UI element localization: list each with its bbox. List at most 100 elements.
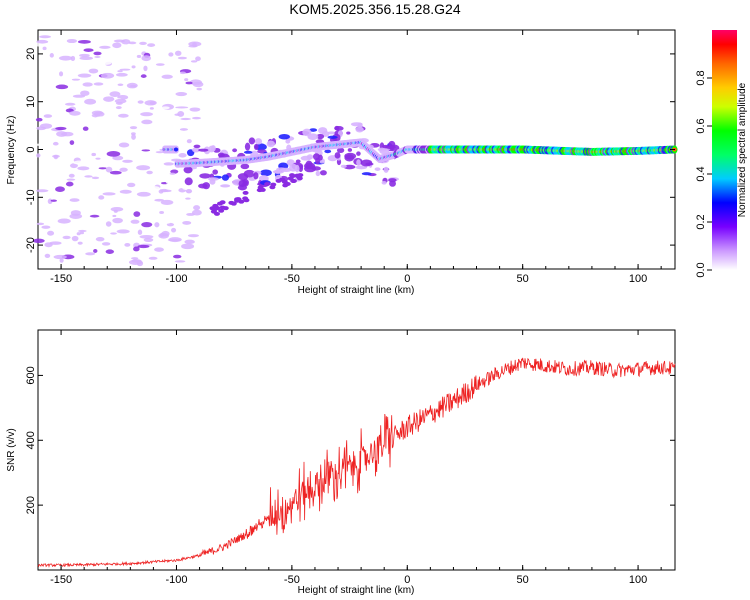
spectrogram-noise-blob bbox=[53, 254, 67, 260]
spectrogram-noise-blob bbox=[143, 65, 148, 72]
top-ytick-label: 20 bbox=[25, 48, 37, 60]
bottom-ytick-label: 200 bbox=[25, 496, 37, 514]
spectrogram-noise-blob bbox=[139, 41, 147, 45]
spectrogram-noise-blob bbox=[52, 141, 59, 146]
spectrogram-cloud-blob bbox=[304, 164, 317, 173]
spectrogram-noise-blob bbox=[141, 149, 151, 152]
spectrogram-noise-blob bbox=[193, 205, 201, 211]
spectrogram-noise-blob bbox=[95, 157, 101, 160]
spectrogram-noise-blob bbox=[129, 126, 138, 130]
spectrogram-noise-blob bbox=[77, 39, 91, 44]
spectrogram-noise-blob bbox=[185, 197, 191, 200]
spectrogram-noise-blob bbox=[36, 39, 49, 44]
spectrogram-noise-blob bbox=[79, 56, 94, 60]
spectrogram-noise-blob bbox=[159, 140, 172, 143]
spectrogram-cloud-blob bbox=[266, 140, 276, 148]
spectrogram-noise-blob bbox=[123, 104, 138, 107]
spectrogram-cloud-blob bbox=[309, 128, 318, 132]
spectrogram-noise-blob bbox=[164, 217, 172, 224]
spectrogram-noise-blob bbox=[79, 53, 90, 58]
spectrogram-noise-blob bbox=[141, 221, 153, 228]
bottom-ytick-label: 400 bbox=[25, 431, 37, 449]
spectrogram-noise-blob bbox=[148, 256, 158, 260]
spectrogram-noise-blob bbox=[185, 38, 194, 43]
spectrogram-noise-blob bbox=[39, 35, 52, 39]
spectrogram-cloud-blob bbox=[365, 162, 374, 166]
spectrogram-noise-blob bbox=[149, 107, 154, 110]
spectrogram-noise-blob bbox=[185, 81, 193, 85]
spectrogram-noise-blob bbox=[56, 131, 68, 137]
spectrogram-noise-blob bbox=[161, 106, 170, 110]
spectrogram-cloud-blob bbox=[295, 159, 301, 164]
spectrogram-noise-blob bbox=[110, 206, 124, 212]
spectrogram-cloud-blob bbox=[388, 178, 397, 183]
spectrogram-noise-blob bbox=[78, 229, 87, 233]
top-xlabel: Height of straight line (km) bbox=[298, 285, 415, 296]
spectrogram-cloud-blob bbox=[185, 188, 193, 194]
spectrogram-noise-blob bbox=[155, 151, 165, 154]
spectrogram-noise-blob bbox=[140, 74, 147, 78]
spectrogram-cloud-blob bbox=[278, 133, 291, 140]
spectrogram-noise-blob bbox=[144, 100, 157, 106]
spectrogram-noise-blob bbox=[188, 45, 198, 48]
spectrogram-noise-blob bbox=[55, 186, 65, 192]
spectrogram-noise-blob bbox=[154, 198, 165, 202]
spectrogram-cloud-blob bbox=[336, 147, 345, 154]
spectrogram-noise-blob bbox=[195, 56, 201, 62]
spectrogram-noise-blob bbox=[109, 170, 122, 175]
spectrogram-noise-blob bbox=[187, 234, 200, 238]
spectrogram-branch-blob bbox=[243, 198, 250, 203]
spectrogram-noise-blob bbox=[119, 189, 132, 194]
spectrogram-noise-blob bbox=[124, 242, 131, 247]
spectrogram-noise-blob bbox=[159, 82, 169, 86]
top-xtick-label: 100 bbox=[629, 273, 647, 285]
spectrogram-noise-blob bbox=[128, 41, 137, 45]
spectrogram-noise-blob bbox=[85, 252, 96, 256]
spectrogram-cloud-blob bbox=[318, 127, 328, 134]
spectrogram-noise-blob bbox=[64, 102, 76, 106]
spectrogram-branch-blob bbox=[212, 203, 219, 208]
spectrogram-noise-blob bbox=[72, 94, 86, 98]
spectrogram-noise-blob bbox=[159, 232, 165, 238]
spectrogram-cloud-blob bbox=[334, 126, 344, 131]
spectrogram-cloud-blob bbox=[346, 131, 351, 135]
bottom-xtick-label: -150 bbox=[50, 574, 72, 586]
spectrogram-noise-blob bbox=[166, 222, 175, 227]
spectrogram-noise-blob bbox=[192, 116, 201, 120]
snr-layer bbox=[37, 357, 676, 568]
spectrogram-noise-blob bbox=[59, 71, 64, 77]
spectrogram-noise-blob bbox=[149, 186, 161, 192]
colorbar-tick-label: 0.2 bbox=[695, 214, 707, 229]
spectrogram-cloud-blob bbox=[220, 184, 231, 188]
spectrogram-noise-blob bbox=[137, 100, 144, 104]
spectrogram-noise-blob bbox=[136, 191, 151, 197]
spectrogram-branch-blob bbox=[287, 176, 294, 181]
spectrogram-branch-blob bbox=[281, 179, 288, 184]
spectrogram-cloud-blob bbox=[193, 144, 201, 149]
spectrogram-noise-blob bbox=[93, 51, 102, 56]
spectrogram-noise-blob bbox=[192, 82, 201, 85]
spectrogram-noise-blob bbox=[154, 247, 164, 252]
spectrogram-noise-blob bbox=[175, 91, 188, 97]
spectrogram-noise-blob bbox=[129, 84, 137, 88]
spectrogram-noise-blob bbox=[99, 45, 111, 49]
top-ytick-label: -20 bbox=[25, 237, 37, 253]
spectrogram-noise-blob bbox=[82, 126, 89, 131]
spectrogram-noise-blob bbox=[66, 38, 78, 44]
spectrogram-cloud-blob bbox=[183, 166, 193, 174]
spectrogram-cloud-blob bbox=[253, 172, 259, 180]
spectrogram-cloud-blob bbox=[357, 122, 363, 128]
spectrogram-noise-blob bbox=[169, 102, 180, 105]
spectrogram-noise-blob bbox=[177, 56, 187, 60]
spectrogram-noise-blob bbox=[127, 182, 136, 188]
bottom-xtick-label: -50 bbox=[284, 574, 300, 586]
chart-title: KOM5.2025.356.15.28.G24 bbox=[289, 1, 460, 17]
spectrogram-noise-blob bbox=[59, 258, 64, 263]
spectrogram-noise-blob bbox=[71, 235, 79, 242]
spectrogram-cloud-blob bbox=[374, 167, 381, 171]
spectrogram-noise-blob bbox=[109, 91, 121, 98]
spectrogram-noise-blob bbox=[136, 108, 149, 113]
spectrogram-noise-blob bbox=[98, 167, 107, 170]
spectrogram-noise-blob bbox=[130, 219, 140, 224]
